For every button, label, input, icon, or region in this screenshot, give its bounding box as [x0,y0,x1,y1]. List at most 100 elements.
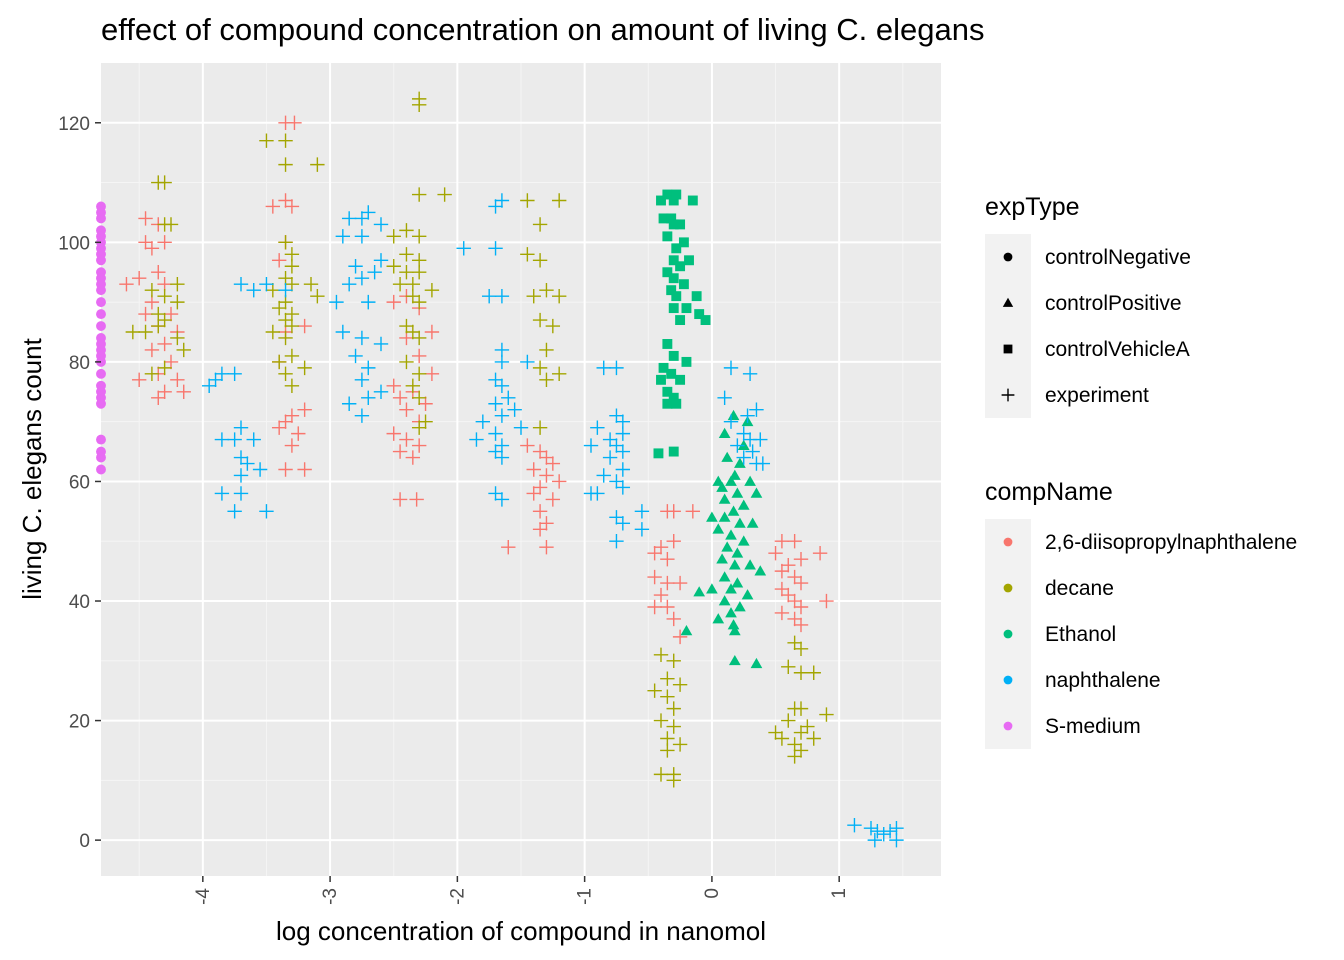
data-point [348,259,363,274]
data-point [753,432,768,447]
data-point [744,475,756,486]
data-point [354,229,370,244]
data-point [151,265,166,280]
data-point [712,613,725,624]
data-point [494,450,510,465]
data-point [284,318,300,334]
data-point [774,605,790,621]
data-point [278,330,293,346]
data-point [539,372,554,388]
data-point [501,540,516,555]
data-point [647,599,662,615]
data-point [494,492,510,507]
data-point [666,368,677,379]
data-point [246,432,261,447]
data-point [653,540,669,555]
data-point [532,480,548,495]
data-point [227,366,242,382]
data-point [170,294,185,310]
data-point [723,360,739,376]
data-point [284,276,300,292]
data-point [96,213,106,224]
data-point [271,354,287,370]
data-point [532,253,548,268]
data-point [520,193,535,208]
data-point [411,366,427,382]
data-point [781,713,796,728]
data-point [265,324,281,340]
data-point [144,241,160,256]
data-point [494,193,510,208]
data-point [870,823,885,839]
data-point [131,271,147,286]
data-point [718,493,731,504]
data-point [666,285,677,296]
data-point [526,288,541,304]
data-point [297,462,312,477]
data-point [265,199,281,214]
data-point [671,243,682,254]
data-point [424,282,440,298]
data-point [157,175,172,190]
data-point [405,324,421,340]
legend-exptype: expType controlNegative controlPositive con… [985,193,1191,418]
legend-symbol [1003,583,1013,593]
data-point [728,559,741,570]
data-point [728,625,741,636]
data-point [354,408,370,423]
legend-title: expType [985,193,1080,221]
data-point [787,611,802,627]
data-point [284,438,300,453]
data-point [781,557,796,573]
data-point [361,390,376,405]
data-point [666,773,681,788]
data-point [488,199,503,214]
data-point [265,282,281,298]
data-point [787,635,802,651]
data-point [411,348,427,364]
data-point [727,619,740,630]
data-point [259,504,274,519]
data-point [532,217,548,232]
data-point [96,464,106,475]
data-point [660,689,675,704]
legend-compname: compName 2,6-diisopropylnaphthalene decane… [985,478,1297,749]
data-point [144,342,160,358]
data-point [681,303,692,314]
data-point [488,444,503,459]
data-point [774,563,790,579]
data-point [411,390,427,405]
data-point [755,456,771,471]
data-point [481,288,497,304]
data-point [411,438,427,453]
data-point [793,701,809,716]
data-point [386,294,401,310]
data-point [271,420,287,435]
data-point [787,534,802,549]
data-point [96,285,106,296]
data-point [170,276,185,292]
data-point [494,288,510,304]
data-point [671,398,682,409]
data-point [694,309,705,320]
data-point [151,390,166,405]
data-point [634,504,650,519]
data-point [653,647,669,663]
data-point [176,384,191,399]
data-point [361,360,376,376]
data-point [750,487,763,498]
data-point [662,398,673,409]
data-point [721,451,734,462]
data-point [768,725,783,740]
data-point [494,408,510,423]
data-point [658,213,669,224]
data-point [96,309,106,320]
data-point [793,665,809,680]
data-point [658,362,669,373]
data-point [741,589,754,600]
data-point [793,641,809,657]
data-point [545,318,561,334]
data-point [596,360,611,376]
data-point [399,432,414,447]
